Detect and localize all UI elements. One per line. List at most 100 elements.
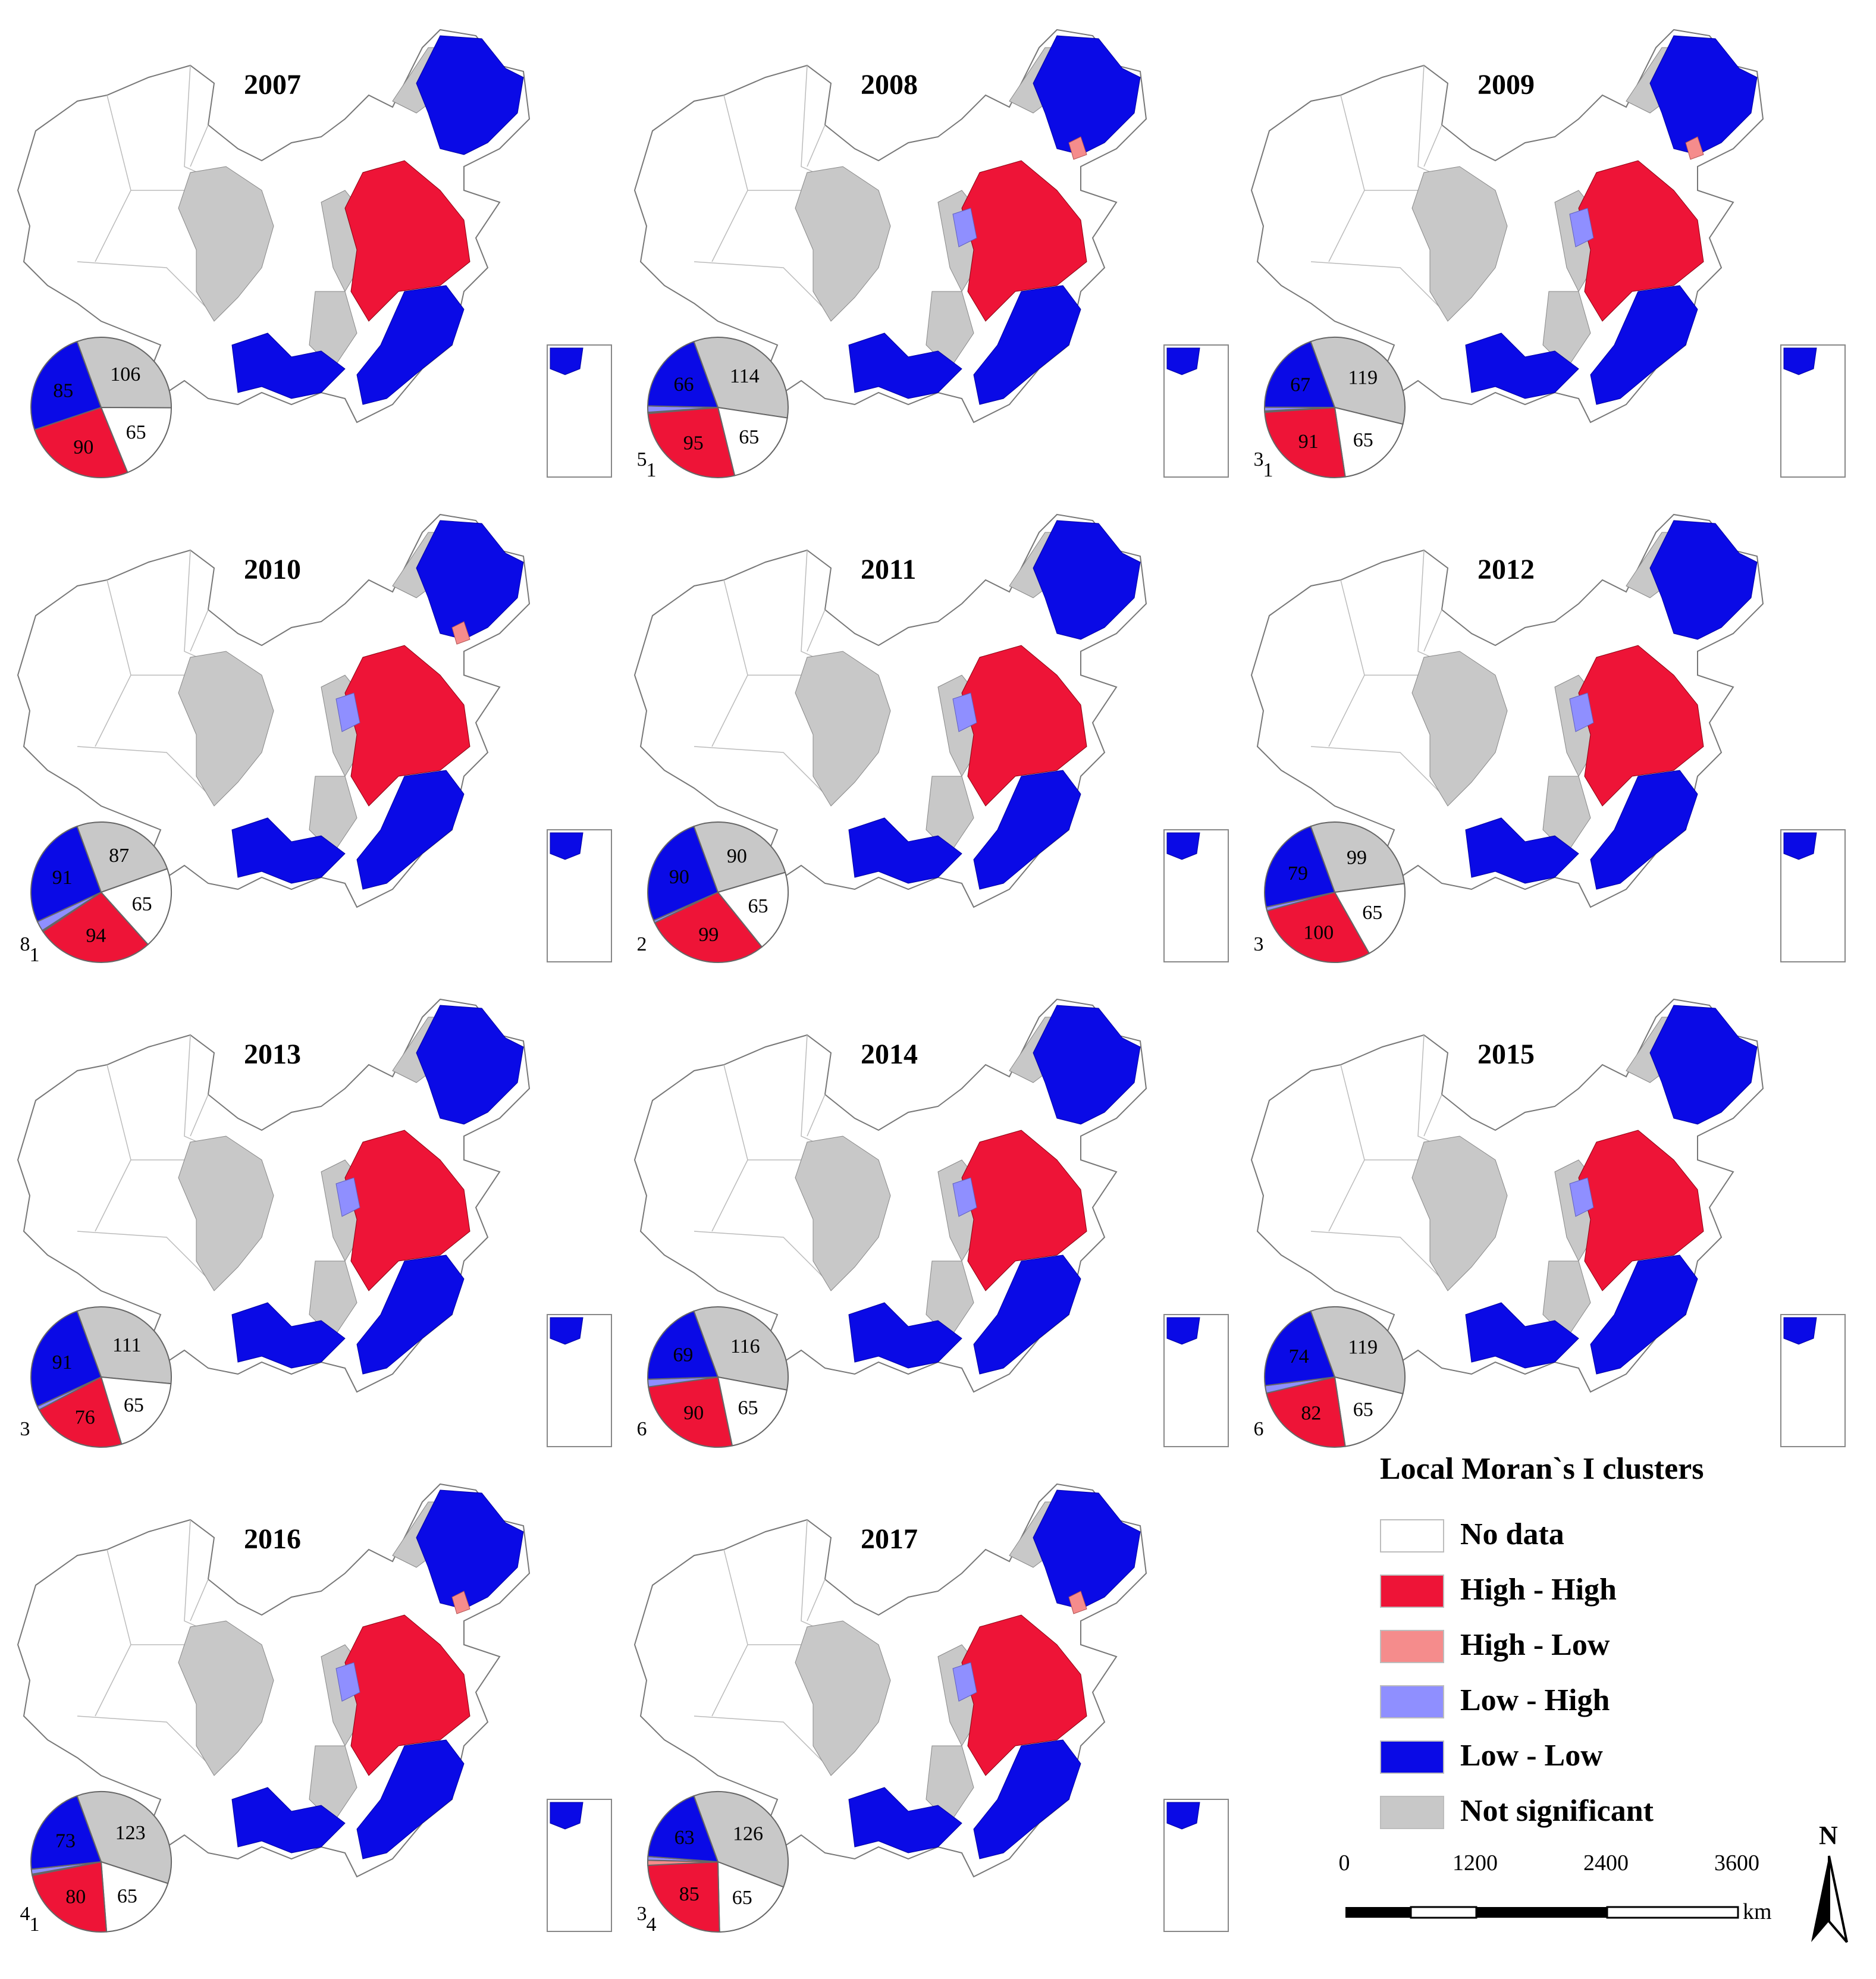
region-not-significant: [1542, 776, 1591, 854]
region-low-high: [335, 1662, 360, 1702]
region-low-high: [952, 1662, 977, 1702]
region-low-low: [356, 1254, 465, 1375]
pie-slice-ns: [693, 821, 786, 893]
pie-chart-2017: 126 65 85 63 3 4: [637, 1791, 789, 1936]
pie-slice-ns: [1310, 337, 1406, 425]
region-not-significant: [1411, 651, 1508, 807]
region-high-high: [344, 160, 470, 322]
region-low-low: [1590, 1254, 1698, 1375]
province-boundary: [77, 746, 209, 795]
pie-label-hh: 100: [1303, 921, 1334, 943]
year-label: 2015: [1477, 1039, 1535, 1070]
region-high-high: [1578, 1130, 1704, 1291]
region-low-high: [1569, 1177, 1594, 1217]
province-boundary: [807, 1094, 826, 1137]
pie-label-ns: 116: [730, 1335, 760, 1357]
pie-slice-hh: [647, 1861, 720, 1933]
map-panel-2014: 116 65 90 69 6 2014: [629, 981, 1235, 1457]
pie-label-hl: 1: [1263, 459, 1273, 481]
pie-label-ns: 99: [1347, 847, 1367, 869]
region-low-high: [952, 1177, 977, 1217]
region-low-low: [231, 1787, 346, 1853]
scale-unit: km: [1743, 1899, 1772, 1924]
region-low-low: [1649, 1005, 1758, 1125]
pie-label-ns: 111: [112, 1334, 141, 1356]
pie-slice-nodata: [100, 1376, 172, 1445]
year-label: 2009: [1477, 69, 1535, 101]
pie-label-ll: 79: [1288, 863, 1308, 885]
province-boundary: [1423, 1094, 1442, 1137]
map-2010: 87 65 94 91 8 1: [17, 513, 612, 966]
legend-swatch-low-high: [1380, 1685, 1444, 1718]
region-high-high: [1578, 645, 1704, 807]
pie-label-nodata: 65: [126, 422, 146, 444]
north-arrow: N: [1802, 1820, 1856, 1951]
pie-label-ns: 126: [733, 1823, 763, 1845]
pie-label-lh: 3: [20, 1418, 30, 1440]
pie-label-nodata: 65: [732, 1887, 752, 1909]
province-boundary: [694, 1231, 826, 1279]
region-high-low: [451, 621, 470, 645]
region-not-significant: [926, 776, 974, 854]
pie-chart-2012: 99 65 100 79 3: [1254, 821, 1406, 963]
pie-slice-hh: [38, 1376, 123, 1448]
map-panel-2010: 87 65 94 91 8 1 2010: [12, 497, 619, 973]
pie-chart-2015: 119 65 82 74 6: [1254, 1306, 1406, 1448]
region-high-high: [961, 645, 1087, 807]
region-not-significant: [795, 1136, 891, 1291]
map-2013: 111 65 76 91 3: [17, 998, 612, 1448]
pie-label-nodata: 65: [738, 1397, 758, 1419]
map-panel-2009: 119 65 91 67 3 1 2009: [1246, 12, 1852, 488]
inset-region: [1783, 832, 1817, 860]
map-2009: 119 65 91 67 3 1: [1250, 29, 1846, 481]
pie-label-ns: 106: [110, 363, 140, 385]
region-high-high: [961, 1130, 1087, 1291]
pie-slice-hh: [647, 406, 736, 478]
province-boundary: [694, 1715, 826, 1764]
pie-label-lh: 6: [637, 1418, 647, 1440]
legend-label-low-low: Low - Low: [1460, 1739, 1603, 1773]
pie-label-hh: 99: [698, 924, 719, 946]
province-boundary: [694, 746, 826, 795]
region-not-significant: [1542, 291, 1591, 369]
pie-slice-ns: [1310, 821, 1406, 893]
pie-label-nodata: 65: [748, 895, 768, 917]
region-not-significant: [178, 651, 274, 807]
pie-label-hh: 85: [679, 1883, 699, 1905]
region-low-low: [1590, 770, 1698, 890]
pie-label-lh: 3: [1254, 449, 1264, 471]
region-low-low: [973, 285, 1081, 405]
province-boundary: [190, 124, 209, 167]
pie-label-ll: 69: [673, 1344, 693, 1366]
region-high-low: [451, 1591, 470, 1614]
region-low-high: [952, 692, 977, 732]
pie-label-lh: 3: [1254, 933, 1264, 955]
pie-slice-hh: [1266, 891, 1370, 963]
region-low-low: [1465, 333, 1579, 399]
pie-label-hh: 82: [1301, 1403, 1321, 1425]
pie-label-lh: 2: [637, 933, 647, 955]
map-2011: 90 65 99 90 2: [633, 513, 1229, 963]
region-low-high: [952, 208, 977, 247]
region-low-low: [973, 1254, 1081, 1375]
year-label: 2010: [244, 554, 301, 585]
region-low-low: [1033, 1005, 1141, 1125]
region-not-significant: [1411, 166, 1508, 322]
pie-slice-hh: [648, 1376, 733, 1448]
province-boundary: [77, 1715, 209, 1764]
pie-slice-nodata: [717, 406, 788, 476]
pie-slice-ll: [30, 1310, 102, 1407]
legend-swatch-high-high: [1380, 1575, 1444, 1608]
region-low-low: [356, 1739, 465, 1859]
pie-slice-nodata: [100, 406, 172, 473]
year-label: 2014: [861, 1039, 918, 1070]
pie-slice-ns: [693, 1306, 789, 1391]
scale-tick-0: 0: [1338, 1851, 1350, 1875]
inset-region: [550, 347, 583, 375]
region-low-low: [1649, 35, 1758, 155]
pie-chart-2013: 111 65 76 91 3: [20, 1306, 172, 1448]
pie-label-lh: 3: [637, 1903, 647, 1925]
pie-label-hh: 90: [73, 436, 93, 458]
region-not-significant: [178, 166, 274, 322]
legend-title: Local Moran`s I clusters: [1380, 1452, 1704, 1486]
